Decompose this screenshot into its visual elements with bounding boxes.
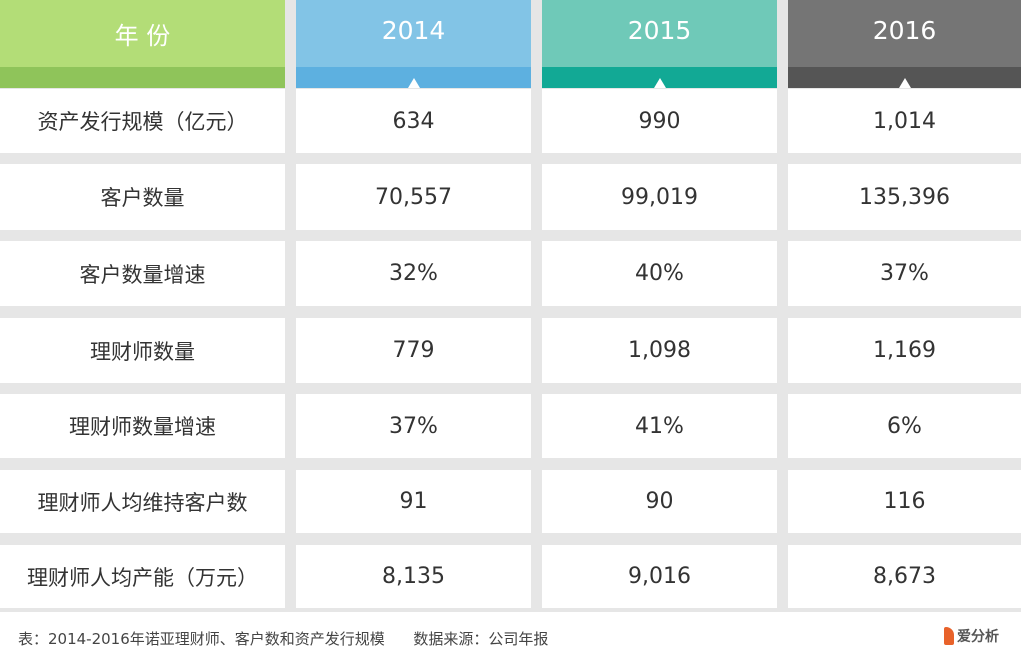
row-label: 理财师数量增速 <box>0 394 285 458</box>
table-cell: 41% <box>542 394 777 458</box>
logo-text: 爱分析 <box>957 629 999 645</box>
triangle-pointer-icon <box>407 78 420 88</box>
year-column: 2014 634 70,557 32% 779 37% 91 8,135 <box>296 0 531 612</box>
header-strip <box>542 67 777 88</box>
row-label: 客户数量增速 <box>0 241 285 306</box>
header-strip <box>296 67 531 88</box>
header-background <box>296 0 531 67</box>
header-text: 年 份 <box>114 22 171 50</box>
year-column: 2015 990 99,019 40% 1,098 41% 90 9,016 <box>542 0 777 612</box>
header-background <box>788 0 1021 67</box>
table-cell: 90 <box>542 470 777 533</box>
table-cell: 70,557 <box>296 164 531 230</box>
triangle-pointer-icon <box>898 78 911 88</box>
row-label: 理财师人均产能（万元） <box>0 545 285 608</box>
table-cell: 37% <box>296 394 531 458</box>
header-2016: 2016 <box>788 0 1021 88</box>
row-label-column: 年 份资产发行规模（亿元） 客户数量客户数量增速 理财师数量理财师数量增速 理财师人均… <box>0 0 285 612</box>
table-cell: 37% <box>788 241 1021 306</box>
footer: 表：2014-2016年诺亚理财师、客户数和资产发行规模 数据来源：公司年报 爱… <box>0 612 1021 664</box>
table-cell: 634 <box>296 89 531 153</box>
table-cell: 91 <box>296 470 531 533</box>
table-caption: 表：2014-2016年诺亚理财师、客户数和资产发行规模 数据来源：公司年报 <box>18 630 549 648</box>
table-cell: 1,098 <box>542 318 777 383</box>
header-text: 2015 <box>627 16 692 45</box>
row-label: 理财师数量 <box>0 318 285 383</box>
header-background <box>0 0 285 67</box>
year-column: 2016 1,014 135,396 37% 1,169 6% 116 8,673 <box>788 0 1021 612</box>
row-label: 理财师人均维持客户数 <box>0 470 285 533</box>
table-cell: 99,019 <box>542 164 777 230</box>
row-label: 资产发行规模（亿元） <box>0 89 285 153</box>
header-strip <box>0 67 285 88</box>
table-cell: 135,396 <box>788 164 1021 230</box>
header-text: 2016 <box>872 16 937 45</box>
table-cell: 779 <box>296 318 531 383</box>
table-cell: 40% <box>542 241 777 306</box>
table-cell: 990 <box>542 89 777 153</box>
row-label: 客户数量 <box>0 164 285 230</box>
table-cell: 32% <box>296 241 531 306</box>
header-strip <box>788 67 1021 88</box>
header-background <box>542 0 777 67</box>
logo-icon <box>944 627 954 645</box>
brand-logo: 爱分析 <box>944 626 999 646</box>
table-cell: 8,135 <box>296 545 531 608</box>
table-cell: 116 <box>788 470 1021 533</box>
triangle-pointer-icon <box>653 78 666 88</box>
table-cell: 9,016 <box>542 545 777 608</box>
header-2014: 2014 <box>296 0 531 88</box>
header-text: 2014 <box>381 16 446 45</box>
table-cell: 1,014 <box>788 89 1021 153</box>
table-cell: 8,673 <box>788 545 1021 608</box>
table-cell: 1,169 <box>788 318 1021 383</box>
table-cell: 6% <box>788 394 1021 458</box>
header-year-label: 年 份 <box>0 0 285 88</box>
header-2015: 2015 <box>542 0 777 88</box>
